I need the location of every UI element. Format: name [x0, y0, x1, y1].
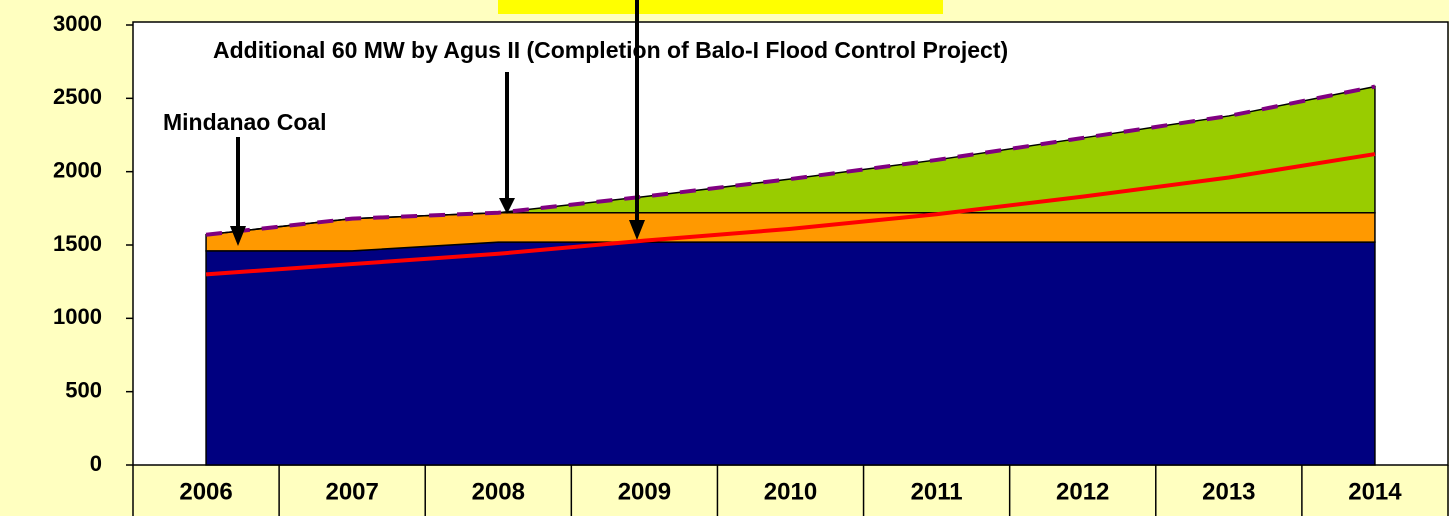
- line: [205, 84, 1376, 237]
- x-tick-label: 2014: [1348, 478, 1402, 505]
- y-tick-label: 3000: [53, 11, 102, 36]
- y-tick-label: 1000: [53, 304, 102, 329]
- x-tick-label: 2006: [179, 478, 232, 505]
- y-tick-label: 0: [90, 451, 102, 476]
- y-tick-label: 500: [65, 377, 102, 402]
- y-tick-label: 2500: [53, 84, 102, 109]
- x-tick-label: 2011: [911, 478, 963, 505]
- annotation: Mindanao Coal: [163, 109, 327, 135]
- x-tick-label: 2008: [472, 478, 525, 505]
- x-tick-label: 2012: [1056, 478, 1109, 505]
- arrows: [236, 0, 639, 230]
- x-tick-label: 2007: [325, 478, 378, 505]
- line: [205, 152, 1376, 277]
- y-tick-label: 2000: [53, 157, 102, 182]
- x-tick-label: 2013: [1202, 478, 1255, 505]
- x-tick-label: 2010: [764, 478, 817, 505]
- arrow-heads: [230, 198, 645, 246]
- annotation: Additional 60 MW by Agus II (Completion …: [213, 37, 1008, 63]
- area: [205, 241, 1376, 466]
- x-tick-label: 2009: [618, 478, 671, 505]
- y-tick-label: 1500: [53, 231, 102, 256]
- callout-box: [498, 0, 943, 14]
